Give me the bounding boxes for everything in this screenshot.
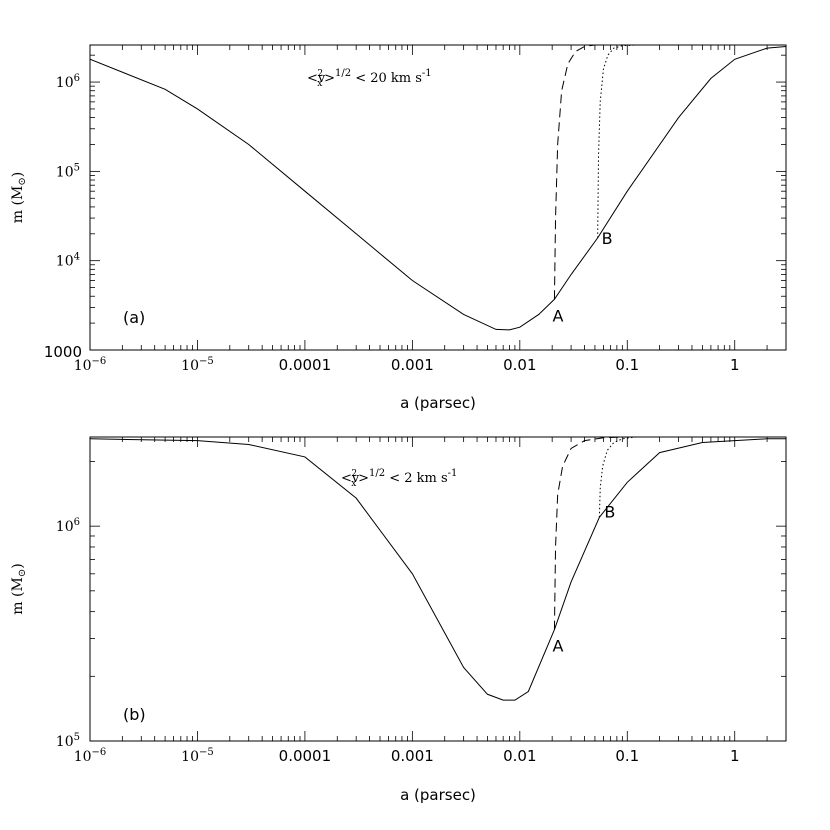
x-tick-label: 10−6 (74, 747, 107, 765)
y-tick-label: 105 (56, 162, 80, 180)
annotation-sub: x (317, 79, 322, 89)
y-tick-label: 105 (56, 732, 80, 750)
x-tick-label: 0.0001 (279, 747, 332, 765)
point-label-a: A (552, 306, 563, 325)
x-tick-exponent: −5 (199, 747, 214, 758)
point-label-b: B (604, 502, 615, 521)
y-title-close: ) (10, 172, 26, 177)
x-axis-title: a (parsec) (400, 786, 476, 804)
annotation-sup: 2 (351, 469, 357, 479)
annotation-exp: 1/2 (335, 68, 351, 79)
velocity-annotation: <vx2>1/2 < 2 km s-1 (341, 468, 457, 489)
dotted-curve (597, 45, 786, 238)
x-tick-exponent: −5 (199, 356, 214, 367)
y-title-main: m (M (10, 186, 26, 224)
annotation-unit-exp: -1 (448, 468, 458, 479)
y-title-sun-symbol: ⊙ (17, 569, 28, 577)
y-tick-exponent: 6 (74, 517, 80, 528)
solid-curve (90, 46, 786, 331)
y-title-close: ) (10, 563, 26, 568)
y-title-sun-symbol: ⊙ (17, 177, 28, 185)
solid-curve (90, 438, 786, 701)
y-tick-label: 1000 (44, 343, 82, 361)
annotation-open: <v (341, 471, 360, 486)
panel-label: (a) (123, 308, 145, 327)
y-tick-base: 10 (56, 164, 74, 180)
x-tick-base: 10 (74, 358, 92, 374)
y-tick-base: 10 (56, 75, 74, 91)
point-label-b: B (602, 229, 613, 248)
x-tick-label: 0.001 (391, 747, 434, 765)
y-tick-label: 106 (56, 73, 80, 91)
x-tick-base: 10 (181, 358, 199, 374)
x-tick-base: 10 (74, 749, 92, 765)
y-tick-base: 10 (56, 734, 74, 750)
y-tick-base: 10 (56, 519, 74, 535)
x-tick-base: 10 (181, 749, 199, 765)
annotation-close: > (358, 471, 369, 486)
y-axis-title: m (M⊙) (10, 172, 28, 223)
annotation-rest: < 2 km s (385, 471, 448, 486)
x-tick-label: 10−5 (181, 356, 214, 374)
x-tick-label: 0.001 (391, 356, 434, 374)
velocity-annotation: <vx2>1/2 < 20 km s-1 (307, 68, 432, 89)
annotation-rest: < 20 km s (351, 71, 422, 86)
x-tick-label: 10−5 (181, 747, 214, 765)
plot-frame (89, 44, 787, 351)
y-tick-label: 104 (56, 252, 80, 270)
x-tick-label: 0.1 (615, 747, 639, 765)
x-tick-label: 1 (730, 356, 740, 374)
annotation-exp: 1/2 (369, 468, 385, 479)
annotation-unit-exp: -1 (422, 68, 432, 79)
chart-panel-a: 10−6 10−5 0.0001 0.001 0.01 0.1 11000104105106… (10, 44, 787, 412)
dotted-curve (598, 437, 786, 518)
x-tick-exponent: −6 (92, 747, 107, 758)
x-tick-label: 10−6 (74, 356, 107, 374)
x-tick-label: 0.01 (503, 747, 536, 765)
annotation-open: <v (307, 71, 326, 86)
y-tick-exponent: 6 (74, 73, 80, 84)
x-tick-label: 0.1 (615, 356, 639, 374)
plot-frame (89, 436, 787, 742)
panel-label: (b) (123, 705, 146, 724)
point-label-a: A (552, 637, 563, 656)
annotation-close: > (324, 71, 335, 86)
y-tick-base: 10 (56, 254, 74, 270)
x-tick-label: 1 (730, 747, 740, 765)
annotation-sub: x (351, 479, 356, 489)
x-tick-label: 0.01 (503, 356, 536, 374)
x-tick-exponent: −6 (92, 356, 107, 367)
dashed-curve (553, 45, 786, 300)
x-tick-label: 0.0001 (279, 356, 332, 374)
y-title-main: m (M (10, 577, 26, 615)
y-tick-exponent: 5 (74, 162, 80, 173)
annotation-sup: 2 (317, 69, 323, 79)
y-axis-title: m (M⊙) (10, 563, 28, 614)
y-tick-exponent: 4 (74, 252, 80, 263)
x-axis-title: a (parsec) (400, 394, 476, 412)
y-tick-label: 106 (56, 517, 80, 535)
dashed-curve (553, 437, 786, 630)
y-tick-exponent: 5 (74, 732, 80, 743)
